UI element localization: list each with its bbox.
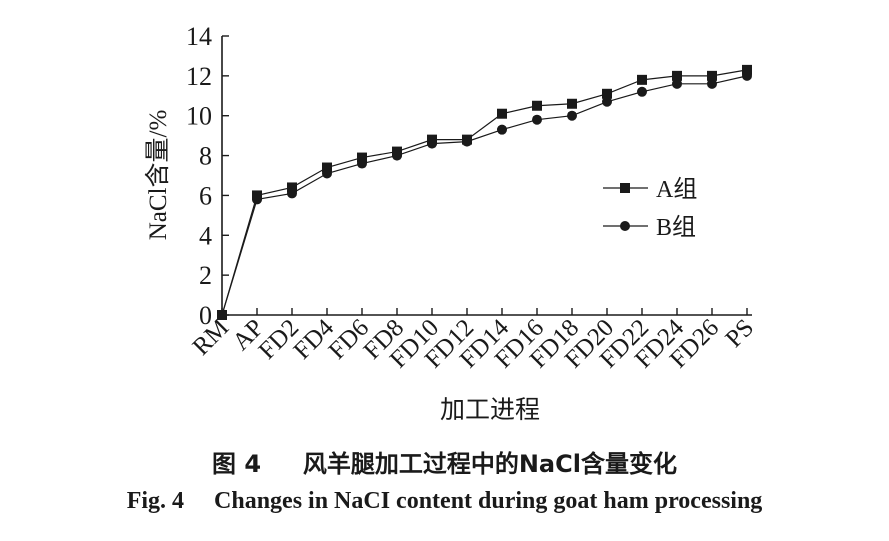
data-point <box>637 86 647 97</box>
data-point <box>497 124 507 135</box>
figure-caption-chinese: 图 4 风羊腿加工过程中的NaCl含量变化 <box>212 450 677 478</box>
data-point <box>532 100 542 111</box>
x-axis: RMAPFD2FD4FD6FD8FD10FD12FD14FD16FD18FD20… <box>188 308 759 374</box>
line-chart: 0 2 4 6 8 10 12 14 RMAPFD2FD4FD6FD8FD10FD12FD14… <box>144 22 759 424</box>
data-point <box>707 70 717 81</box>
legend-item: B组 <box>603 214 696 241</box>
y-tick-label: 8 <box>199 142 212 171</box>
data-point <box>357 158 367 169</box>
series-b <box>217 70 752 320</box>
data-point <box>742 70 752 81</box>
y-tick-label: 2 <box>199 261 212 290</box>
data-point <box>742 64 752 75</box>
legend-label: A组 <box>656 176 697 203</box>
y-tick-label: 4 <box>199 221 212 250</box>
legend-marker <box>620 183 630 193</box>
data-point <box>287 182 297 193</box>
legend: A组 B组 <box>603 176 697 241</box>
data-point <box>392 150 402 161</box>
y-axis-title: NaCl含量/% <box>144 110 172 241</box>
y-tick-label: 0 <box>199 301 212 330</box>
y-axis: 0 2 4 6 8 10 12 14 <box>186 22 229 330</box>
data-point <box>567 98 577 109</box>
data-point <box>567 110 577 121</box>
data-point <box>217 310 227 320</box>
series-line <box>221 69 748 316</box>
data-point <box>532 114 542 125</box>
legend-item: A组 <box>603 176 697 203</box>
y-tick-label: 6 <box>199 181 212 210</box>
y-tick-label: 12 <box>186 62 212 91</box>
y-tick-label: 10 <box>186 102 212 131</box>
legend-label: B组 <box>656 214 696 241</box>
data-point <box>322 162 332 173</box>
legend-marker <box>620 221 630 231</box>
data-point <box>707 78 717 89</box>
data-point <box>672 70 682 81</box>
data-point <box>637 74 647 85</box>
data-point <box>602 88 612 99</box>
data-point <box>357 152 367 163</box>
data-point <box>672 78 682 89</box>
data-point <box>497 108 507 119</box>
series-layer <box>217 64 752 320</box>
y-tick-label: 14 <box>186 22 212 51</box>
data-point <box>252 194 262 205</box>
data-point <box>427 138 437 149</box>
data-point <box>322 168 332 179</box>
data-point <box>602 96 612 107</box>
x-tick-label: PS <box>720 314 759 353</box>
data-point <box>462 136 472 147</box>
x-axis-title: 加工进程 <box>440 395 540 424</box>
data-point <box>287 188 297 199</box>
figure-caption-english: Fig. 4 Changes in NaCI content during go… <box>126 488 763 514</box>
series-line <box>221 75 748 316</box>
